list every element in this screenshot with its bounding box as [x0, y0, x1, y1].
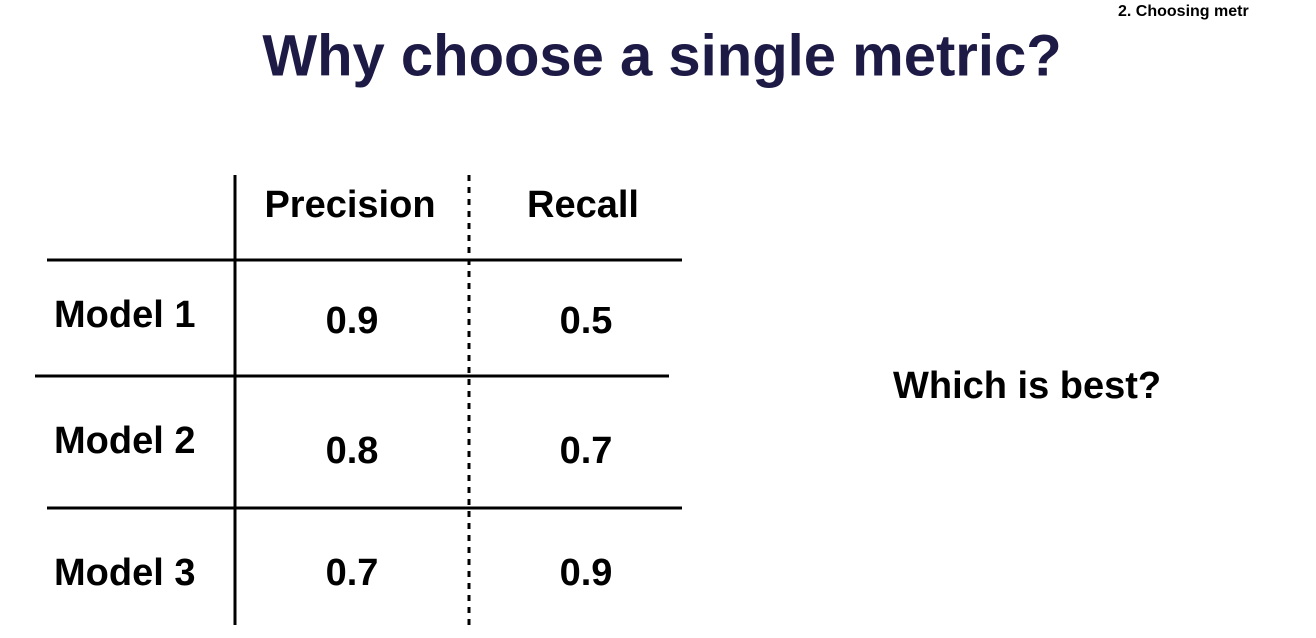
question-note: Which is best? — [893, 365, 1161, 407]
table-cell: 0.8 — [326, 430, 379, 472]
table-cell: 0.9 — [326, 300, 379, 342]
slide-title: Why choose a single metric? — [262, 23, 1061, 88]
table-cell: 0.7 — [560, 430, 613, 472]
table-cell: 0.5 — [560, 300, 613, 342]
column-header: Recall — [527, 184, 639, 226]
section-label: 2. Choosing metr — [1118, 3, 1249, 20]
row-header: Model 2 — [54, 420, 195, 462]
table-cell: 0.9 — [560, 552, 613, 594]
table-cell: 0.7 — [326, 552, 379, 594]
column-header: Precision — [264, 184, 435, 226]
row-header: Model 3 — [54, 552, 195, 594]
row-header: Model 1 — [54, 294, 195, 336]
